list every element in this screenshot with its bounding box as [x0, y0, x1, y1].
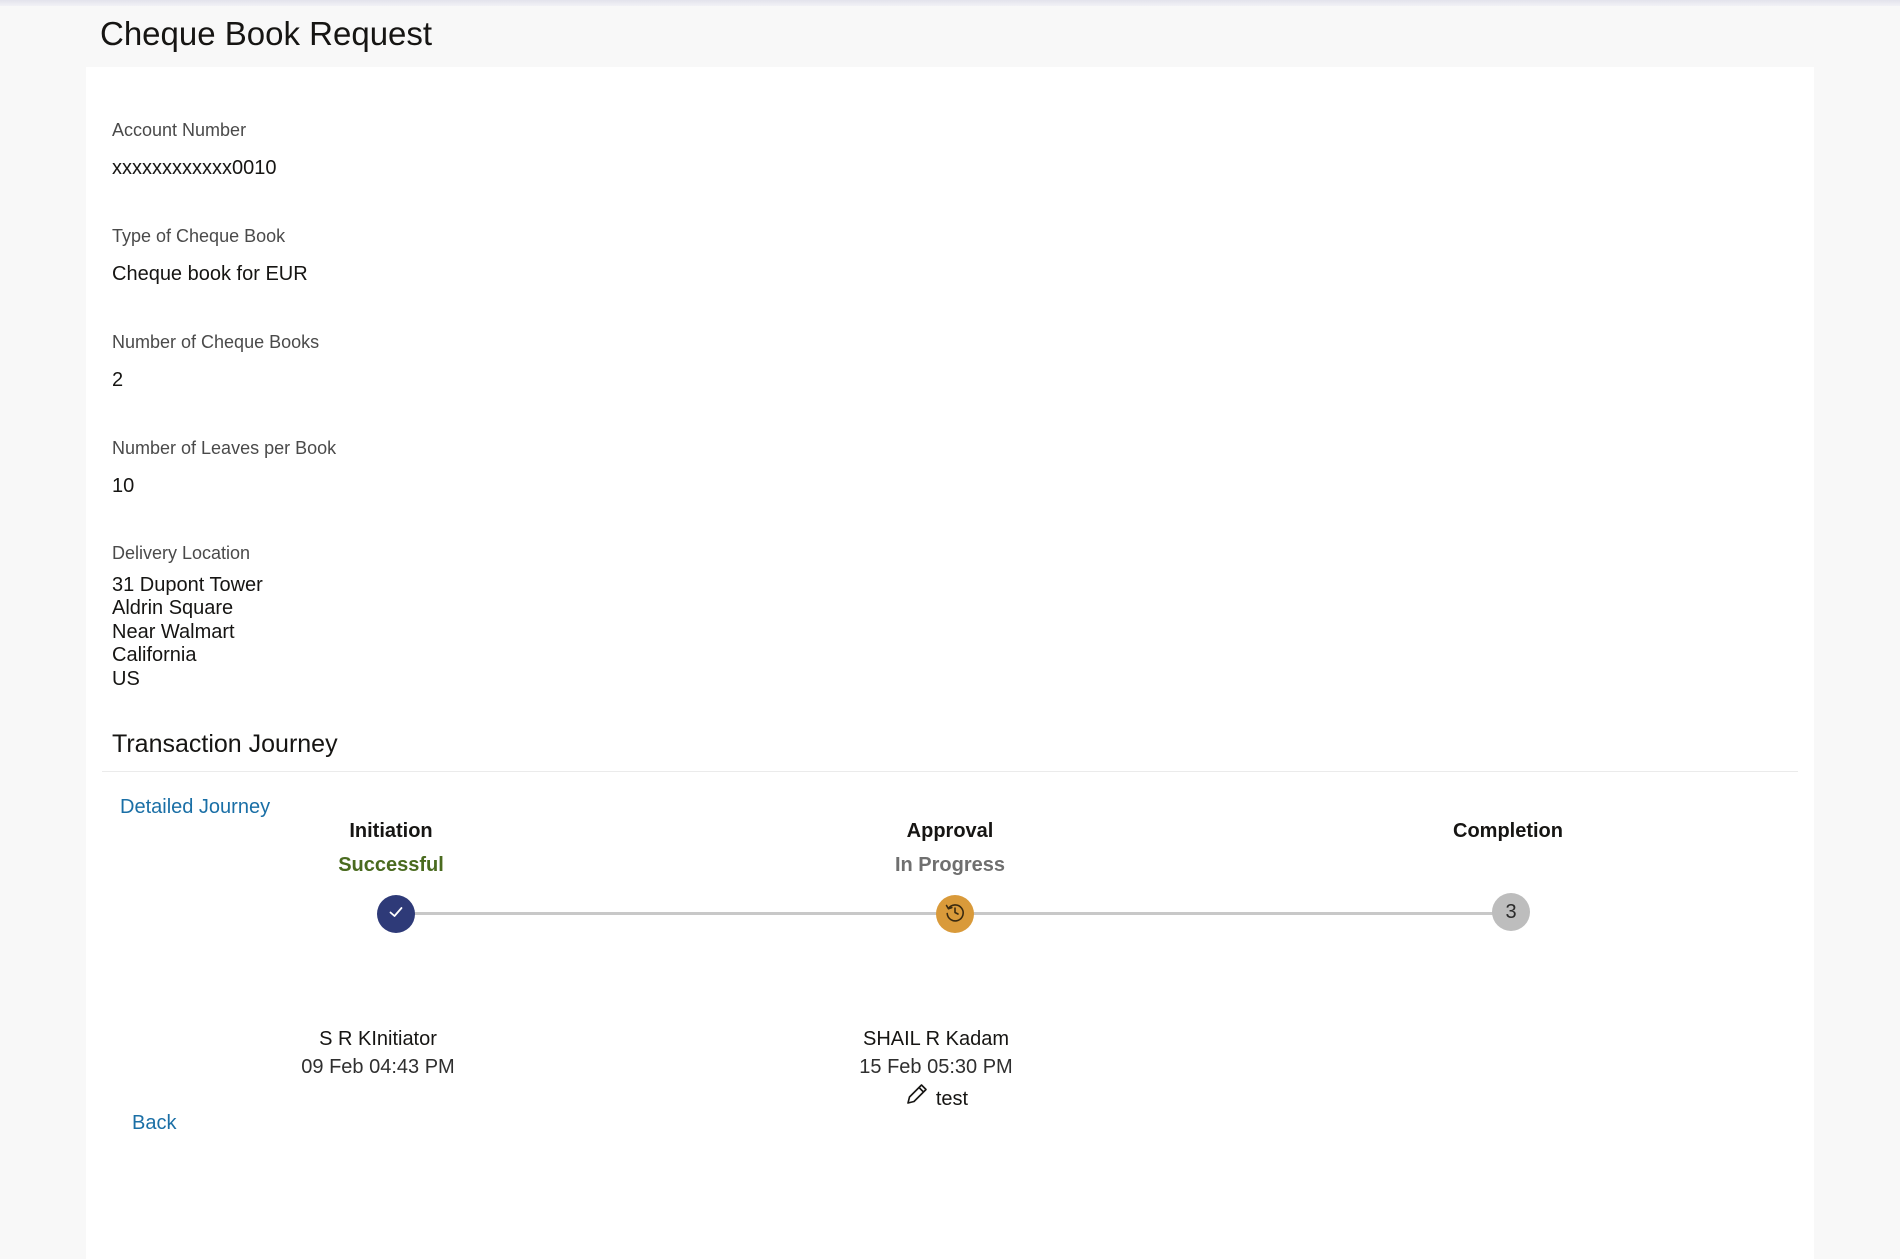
- number-of-books-field: Number of Cheque Books 2: [112, 331, 319, 392]
- detailed-journey-link[interactable]: Detailed Journey: [120, 796, 271, 818]
- back-link[interactable]: Back: [132, 1112, 177, 1134]
- history-clock-icon: [943, 900, 967, 929]
- step-done-node: [377, 895, 415, 933]
- actor-date: 09 Feb 04:43 PM: [301, 1056, 455, 1078]
- section-divider: [102, 771, 1798, 772]
- leaves-per-book-label: Number of Leaves per Book: [112, 438, 337, 458]
- step-approval-title: Approval: [906, 820, 994, 842]
- step-initiation-title: Initiation: [349, 820, 433, 842]
- top-bar: [0, 0, 1900, 6]
- address-line: 31 Dupont Tower: [112, 574, 263, 596]
- leaves-per-book-field: Number of Leaves per Book 10: [112, 437, 336, 498]
- actor-name: SHAIL R Kadam: [863, 1028, 1009, 1050]
- request-details-card: Account Number xxxxxxxxxxxx0010 Type of …: [86, 67, 1814, 1259]
- delivery-address: 31 Dupont Tower Aldrin Square Near Walma…: [112, 574, 263, 691]
- comment-text: test: [935, 1088, 969, 1110]
- cheque-book-type-label: Type of Cheque Book: [112, 226, 286, 246]
- page-title: Cheque Book Request: [100, 15, 433, 52]
- check-icon: [387, 903, 405, 926]
- address-line: California: [112, 644, 197, 667]
- step-number: 3: [1505, 900, 1517, 923]
- step-approval: Approval In Progress: [800, 820, 1100, 877]
- approval-actor: SHAIL R Kadam 15 Feb 05:30 PM test: [816, 1025, 1056, 1117]
- cheque-book-type-value: Cheque book for EUR: [112, 263, 308, 285]
- step-initiation: Initiation Successful: [241, 820, 541, 877]
- initiation-actor: S R KInitiator 09 Feb 04:43 PM: [258, 1025, 498, 1081]
- number-of-books-label: Number of Cheque Books: [112, 332, 320, 352]
- step-initiation-status: Successful: [338, 854, 444, 876]
- account-number-field: Account Number xxxxxxxxxxxx0010: [112, 119, 277, 180]
- address-line: Near Walmart: [112, 620, 235, 643]
- delivery-location-field: Delivery Location 31 Dupont Tower Aldrin…: [112, 542, 263, 691]
- actor-name: S R KInitiator: [319, 1028, 437, 1050]
- actor-date: 15 Feb 05:30 PM: [859, 1056, 1013, 1078]
- cheque-book-type-field: Type of Cheque Book Cheque book for EUR: [112, 225, 308, 286]
- number-of-books-value: 2: [112, 369, 124, 391]
- step-completion: Completion: [1358, 820, 1658, 843]
- step-progress-node: [936, 895, 974, 933]
- address-line: US: [112, 667, 140, 690]
- account-number-label: Account Number: [112, 120, 247, 140]
- delivery-location-label: Delivery Location: [112, 543, 251, 563]
- transaction-journey-title: Transaction Journey: [112, 730, 338, 758]
- approval-comment: test: [816, 1081, 1056, 1117]
- account-number-value: xxxxxxxxxxxx0010: [112, 157, 277, 179]
- pencil-icon: [904, 1081, 930, 1117]
- step-approval-status: In Progress: [894, 854, 1006, 876]
- address-line: Aldrin Square: [112, 597, 234, 620]
- step-pending-node: 3: [1492, 893, 1530, 931]
- step-completion-title: Completion: [1453, 820, 1563, 842]
- leaves-per-book-value: 10: [112, 475, 135, 497]
